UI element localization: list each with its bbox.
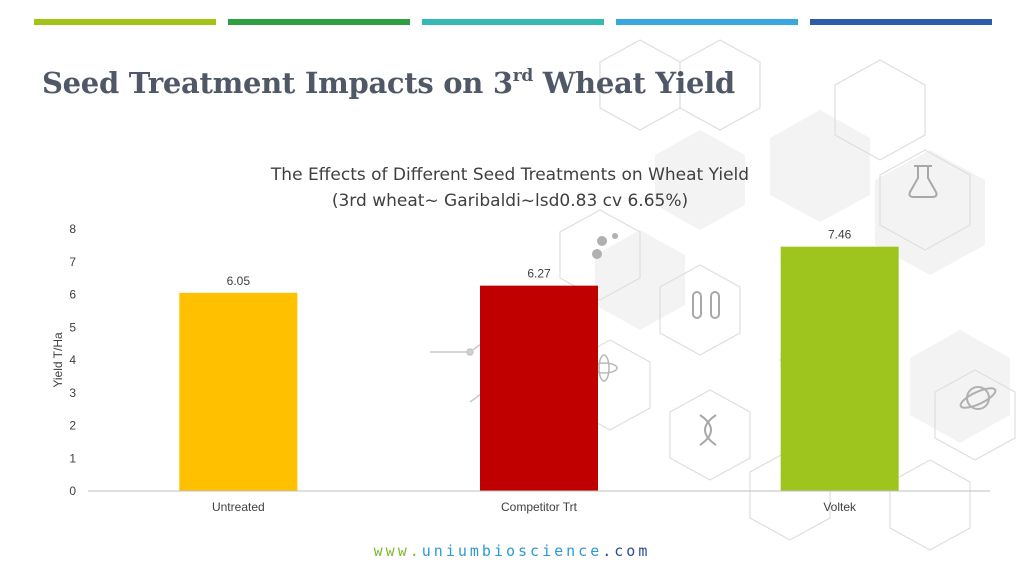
- footer-website[interactable]: www.uniumbioscience.com: [0, 542, 1024, 560]
- data-label: 6.05: [227, 274, 251, 288]
- stripe-5: [810, 19, 992, 25]
- chart-subtitle: (3rd wheat~ Garibaldi~lsd0.83 cv 6.65%): [331, 191, 689, 211]
- y-tick-label: 0: [69, 484, 76, 498]
- stripe-4: [616, 19, 798, 25]
- bar-voltek: [780, 246, 899, 491]
- y-tick-label: 7: [69, 255, 76, 269]
- footer-tld: .com: [602, 542, 651, 560]
- y-tick-label: 6: [69, 288, 76, 302]
- x-tick-label: Competitor Trt: [501, 500, 578, 514]
- chart-title: The Effects of Different Seed Treatments…: [270, 165, 750, 185]
- y-tick-label: 8: [69, 222, 76, 236]
- data-label: 7.46: [828, 228, 852, 242]
- y-tick-label: 4: [69, 353, 76, 367]
- bar-untreated: [179, 292, 298, 491]
- y-tick-label: 3: [69, 386, 76, 400]
- x-tick-label: Voltek: [823, 500, 857, 514]
- y-tick-label: 1: [69, 451, 76, 465]
- bar-competitor-trt: [480, 285, 598, 491]
- footer-www: www.: [373, 542, 422, 560]
- slide-title-main: Seed Treatment Impacts on 3: [42, 66, 513, 100]
- y-tick-label: 5: [69, 320, 76, 334]
- footer-domain: uniumbioscience: [421, 542, 603, 560]
- x-tick-label: Untreated: [212, 500, 265, 514]
- data-label: 6.27: [527, 267, 551, 281]
- stripe-1: [34, 19, 216, 25]
- stripe-2: [228, 19, 410, 25]
- slide-title-superscript: rd: [512, 66, 534, 86]
- y-tick-label: 2: [69, 419, 76, 433]
- y-axis-label: Yield T/Ha: [51, 332, 65, 388]
- stripe-3: [422, 19, 604, 25]
- slide-title-end: Wheat Yield: [532, 66, 735, 100]
- slide-title: Seed Treatment Impacts on 3rd Wheat Yiel…: [42, 66, 735, 100]
